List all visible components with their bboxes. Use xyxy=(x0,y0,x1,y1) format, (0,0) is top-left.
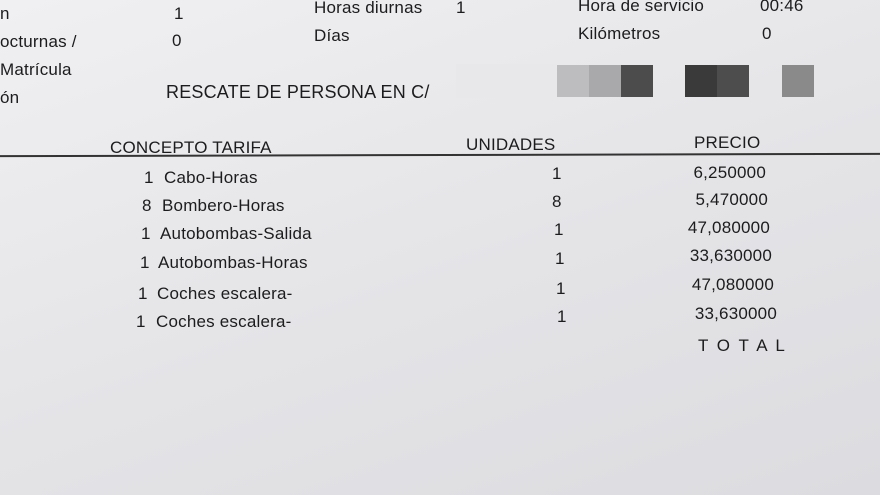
row-qty: 1 xyxy=(144,168,154,187)
row-units: 1 xyxy=(556,279,566,298)
row-concept: Bombero-Horas xyxy=(162,196,285,215)
row-concept: Coches escalera- xyxy=(156,312,292,331)
right-label: Kilómetros xyxy=(578,24,661,43)
column-header-concept: CONCEPTO TARIFA xyxy=(110,138,272,157)
left-value: 1 xyxy=(174,4,184,23)
left-label: octurnas / xyxy=(0,32,77,51)
service-description: RESCATE DE PERSONA EN C/ xyxy=(166,82,430,102)
mid-value: 1 xyxy=(456,0,466,17)
mid-label: Días xyxy=(314,26,350,45)
row-concept: Coches escalera- xyxy=(157,284,293,303)
right-value: 0 xyxy=(762,24,772,43)
column-header-units: UNIDADES xyxy=(466,135,556,154)
row-units: 1 xyxy=(555,249,565,268)
mid-label: Horas diurnas xyxy=(314,0,423,17)
row-price: 33,630000 xyxy=(689,246,772,265)
row-price: 6,250000 xyxy=(693,163,766,182)
right-label: Hora de servicio xyxy=(578,0,705,15)
row-qty: 1 xyxy=(138,284,148,303)
row-price: 47,080000 xyxy=(687,218,770,237)
total-label: T O T A L xyxy=(698,336,787,355)
row-qty: 1 xyxy=(140,253,150,272)
column-header-price: PRECIO xyxy=(694,133,761,152)
left-label: ón xyxy=(0,88,20,107)
row-units: 1 xyxy=(554,220,564,239)
row-units: 1 xyxy=(552,164,562,183)
row-price: 33,630000 xyxy=(694,304,777,323)
left-label: Matrícula xyxy=(0,60,72,79)
row-qty: 8 xyxy=(142,196,152,215)
row-qty: 1 xyxy=(141,224,151,243)
row-price: 47,080000 xyxy=(691,275,774,294)
right-value: 00:46 xyxy=(760,0,804,15)
row-concept: Autobombas-Horas xyxy=(158,253,308,272)
left-label: n xyxy=(0,4,10,23)
row-concept: Cabo-Horas xyxy=(164,168,258,187)
row-concept: Autobombas-Salida xyxy=(160,224,312,243)
row-price: 5,470000 xyxy=(695,190,768,209)
left-value: 0 xyxy=(172,31,182,50)
row-units: 1 xyxy=(557,307,567,326)
row-qty: 1 xyxy=(136,312,146,331)
row-units: 8 xyxy=(552,192,562,211)
